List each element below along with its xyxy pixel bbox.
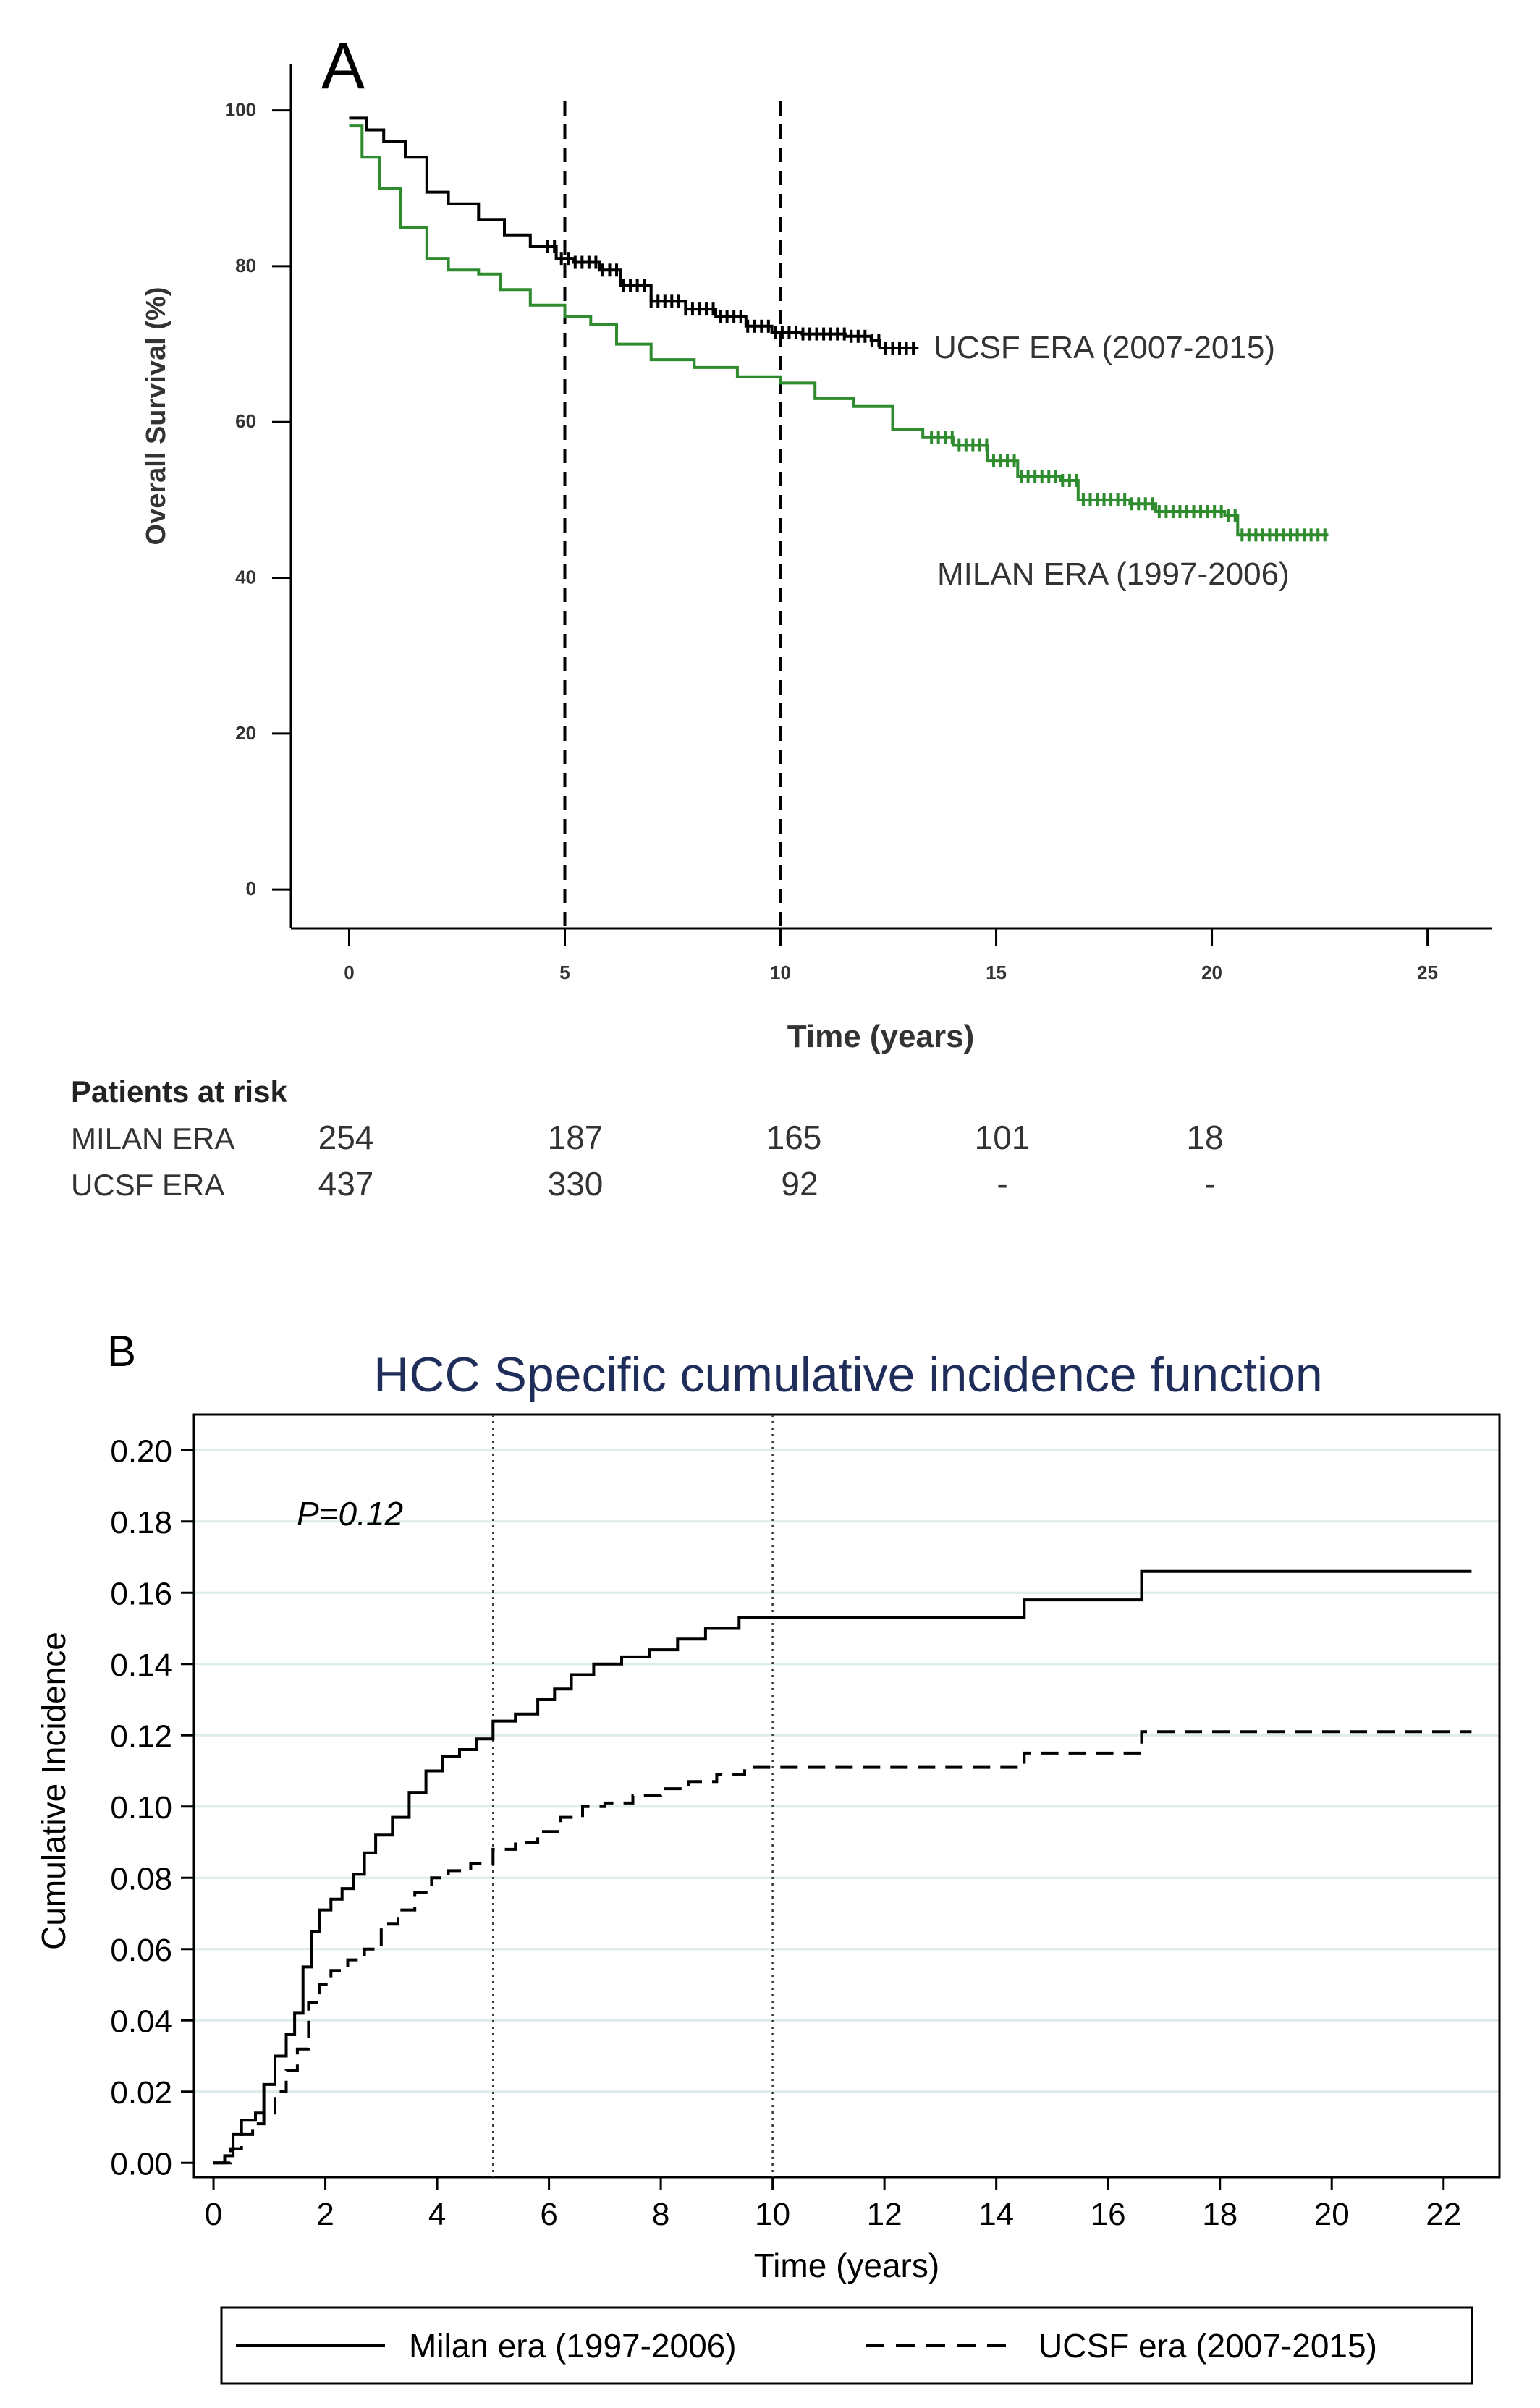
x-tick-label: 0 <box>205 2197 222 2232</box>
panel-b-letter: B <box>107 1327 136 1375</box>
x-tick-label: 20 <box>1314 2197 1350 2232</box>
y-tick-label: 0.06 <box>110 1933 172 1968</box>
risk-value: 165 <box>766 1119 822 1156</box>
panel-b: B HCC Specific cumulative incidence func… <box>35 1327 1501 2385</box>
y-tick-label: 0.18 <box>110 1505 172 1540</box>
risk-row-label-milan: MILAN ERA <box>71 1122 234 1156</box>
x-tick-label: 4 <box>428 2197 446 2232</box>
risk-table-title: Patients at risk <box>71 1074 287 1108</box>
y-tick-label: 60 <box>235 410 256 432</box>
x-tick-label: 16 <box>1091 2197 1126 2232</box>
risk-value: 92 <box>781 1165 818 1203</box>
risk-value: 254 <box>318 1119 374 1156</box>
x-tick-label: 25 <box>1417 962 1438 983</box>
risk-value: - <box>997 1165 1007 1203</box>
milan-era-incidence-curve <box>213 1569 1472 2165</box>
risk-table: Patients at risk MILAN ERA UCSF ERA 254 … <box>71 1074 1224 1203</box>
panel-b-plot-frame <box>192 1413 1501 2179</box>
risk-value: 101 <box>975 1119 1031 1156</box>
y-tick-label: 0.02 <box>110 2075 172 2111</box>
x-tick-label: 2 <box>316 2197 334 2232</box>
x-tick-label: 10 <box>770 962 791 983</box>
milan-era-series-label: MILAN ERA (1997-2006) <box>937 556 1290 592</box>
milan-era-survival-curve <box>349 124 1329 537</box>
panel-a-x-ticks: 0 5 10 15 20 25 <box>344 928 1438 983</box>
panel-b-gridlines <box>194 1449 1499 2093</box>
panel-b-series <box>213 1569 1472 2165</box>
x-tick-label: 18 <box>1202 2197 1238 2232</box>
panel-a-series <box>349 116 1329 542</box>
y-tick-label: 0.08 <box>110 1861 172 1896</box>
y-tick-label: 100 <box>225 99 256 121</box>
risk-value: 18 <box>1186 1119 1223 1156</box>
milan-era-censor-marks <box>930 431 1327 542</box>
y-tick-label: 0.12 <box>110 1718 172 1754</box>
x-tick-label: 22 <box>1426 2197 1461 2232</box>
y-tick-label: 40 <box>235 567 256 588</box>
risk-value: 330 <box>548 1165 604 1203</box>
panel-a-y-ticks: 0 20 40 60 80 100 <box>225 99 291 899</box>
ucsf-era-censor-marks <box>546 239 915 355</box>
x-tick-label: 12 <box>867 2197 902 2232</box>
risk-value: 187 <box>548 1119 604 1156</box>
panel-a-letter: A <box>321 30 365 103</box>
x-tick-label: 5 <box>559 962 570 983</box>
panel-b-title: HCC Specific cumulative incidence functi… <box>373 1347 1323 1402</box>
x-tick-label: 15 <box>986 962 1007 983</box>
y-tick-label: 0 <box>246 878 256 899</box>
x-tick-label: 14 <box>978 2197 1014 2232</box>
y-tick-label: 0.00 <box>110 2146 172 2182</box>
panel-b-x-ticks: 0 2 4 6 8 10 12 14 16 18 20 22 <box>205 2177 1461 2232</box>
risk-row-label-ucsf: UCSF ERA <box>71 1168 224 1202</box>
panel-b-legend: Milan era (1997-2006) UCSF era (2007-201… <box>220 2306 1473 2385</box>
ucsf-era-series-label: UCSF ERA (2007-2015) <box>934 330 1275 365</box>
legend-label-milan: Milan era (1997-2006) <box>409 2327 737 2365</box>
panel-b-x-axis-label: Time (years) <box>754 2247 939 2284</box>
ucsf-era-incidence-curve <box>213 1730 1472 2165</box>
panel-b-y-axis-label: Cumulative Incidence <box>35 1632 72 1950</box>
panel-a-y-axis-label: Overall Survival (%) <box>141 287 172 546</box>
y-tick-label: 0.16 <box>110 1576 172 1611</box>
y-tick-label: 0.20 <box>110 1433 172 1469</box>
x-tick-label: 6 <box>540 2197 557 2232</box>
x-tick-label: 8 <box>652 2197 669 2232</box>
legend-label-ucsf: UCSF era (2007-2015) <box>1038 2327 1377 2365</box>
panel-a: A 0 20 40 60 80 100 0 5 10 15 20 25 Overall Surviv… <box>71 30 1492 1203</box>
p-value-annotation: P=0.12 <box>297 1495 403 1532</box>
panel-a-reference-lines <box>563 101 782 928</box>
x-tick-label: 10 <box>755 2197 790 2232</box>
risk-value: - <box>1204 1165 1215 1203</box>
y-tick-label: 0.04 <box>110 2004 172 2039</box>
y-tick-label: 80 <box>235 255 256 276</box>
x-tick-label: 0 <box>344 962 354 983</box>
panel-a-x-axis-label: Time (years) <box>787 1019 974 1054</box>
y-tick-label: 0.10 <box>110 1790 172 1826</box>
y-tick-label: 0.14 <box>110 1648 172 1683</box>
y-tick-label: 20 <box>235 722 256 744</box>
legend-box <box>220 2306 1473 2385</box>
ucsf-era-survival-curve <box>349 116 919 349</box>
x-tick-label: 20 <box>1201 962 1222 983</box>
panel-b-y-ticks: 0.00 0.02 0.04 0.06 0.08 0.10 0.12 0.14 0.16 0.18… <box>110 1433 194 2182</box>
risk-value: 437 <box>318 1165 374 1203</box>
